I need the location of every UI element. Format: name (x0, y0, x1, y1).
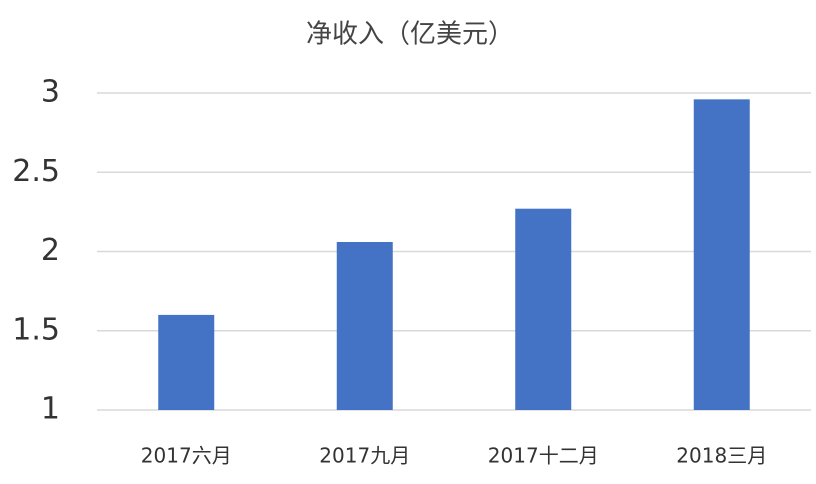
bar (693, 99, 750, 410)
y-tick-label: 2.5 (12, 154, 60, 189)
bar (158, 314, 215, 410)
bar (336, 241, 393, 410)
x-tick-label: 2018三月 (676, 444, 767, 468)
chart-title: 净收入（亿美元） (306, 20, 514, 50)
x-tick-label: 2017六月 (141, 444, 232, 468)
bar (515, 208, 572, 410)
x-tick-label: 2017九月 (319, 444, 410, 468)
y-tick-label: 1.5 (12, 312, 60, 347)
y-tick-label: 1 (41, 392, 60, 427)
x-tick-label: 2017十二月 (488, 444, 599, 468)
y-tick-label: 2 (41, 233, 60, 268)
y-tick-label: 3 (41, 75, 60, 110)
